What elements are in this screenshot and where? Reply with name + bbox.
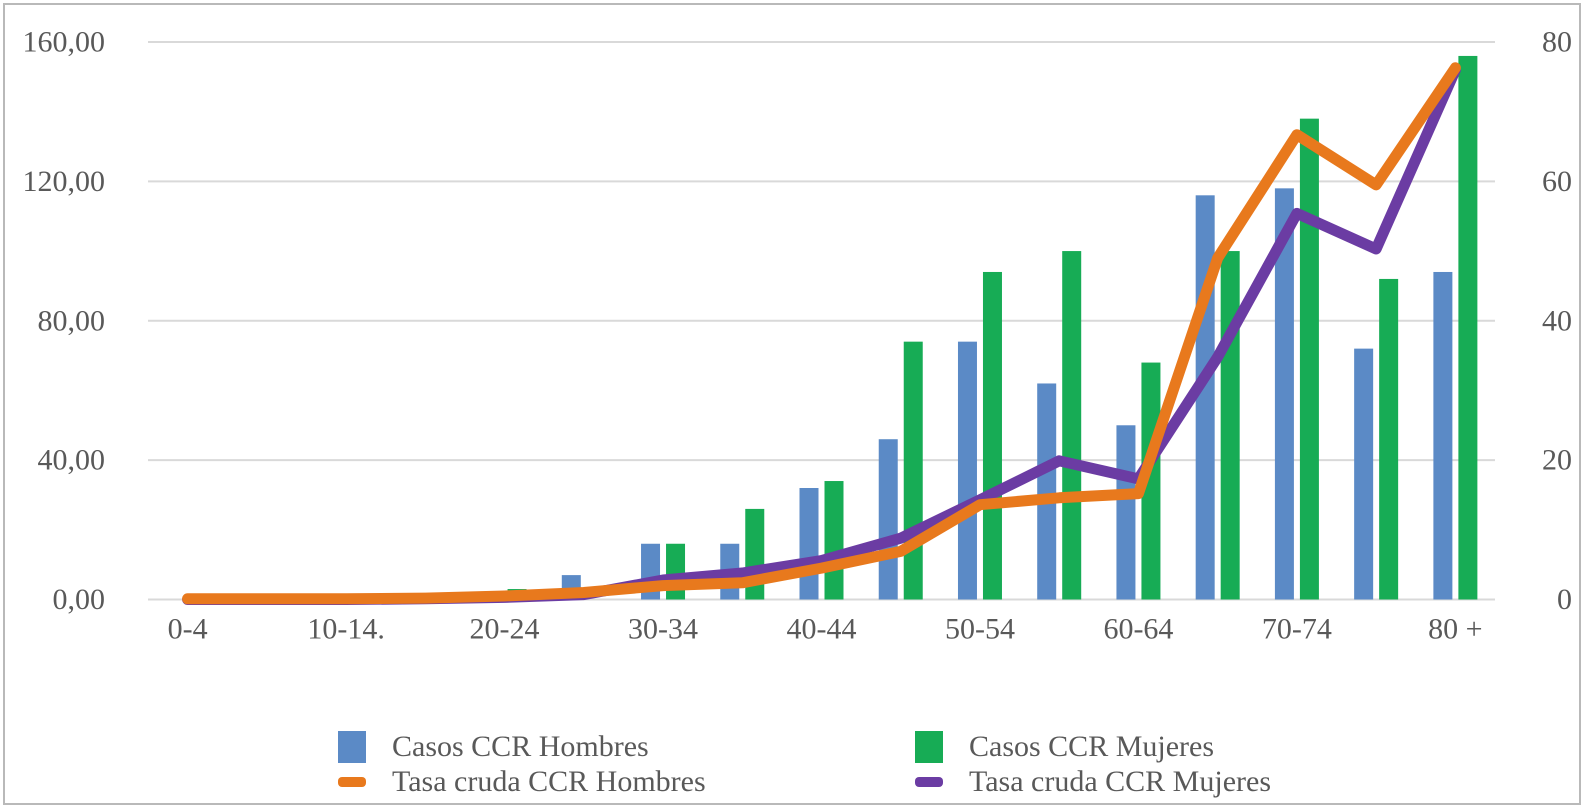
bar-casos-mujeres <box>1379 278 1399 600</box>
left-axis-tick-label: 80,00 <box>38 304 106 337</box>
bar-casos-hombres <box>1274 188 1294 600</box>
bar-casos-mujeres <box>824 481 844 600</box>
bar-casos-hombres <box>1195 195 1215 600</box>
bar-casos-hombres <box>1354 348 1374 600</box>
line-tasa-cruda-hombres <box>182 62 1461 605</box>
x-axis-tick-label: 10-14. <box>307 613 385 646</box>
left-axis-tick-label: 0,00 <box>53 583 106 616</box>
right-axis-tick-label: 20 <box>1542 444 1572 477</box>
line-tasa-cruda-mujeres <box>182 64 1461 605</box>
x-axis-tick-label: 50-54 <box>945 613 1015 646</box>
bar-casos-hombres <box>957 341 977 600</box>
x-axis-tick-label: 80 + <box>1428 613 1482 646</box>
bar-casos-hombres <box>799 488 819 600</box>
chart-frame <box>3 3 1581 805</box>
bar-casos-mujeres <box>1458 55 1478 600</box>
bar-casos-mujeres <box>982 271 1002 600</box>
bar-casos-hombres <box>1037 383 1057 600</box>
left-axis-tick-label: 160,00 <box>23 26 106 59</box>
right-axis-tick-label: 80 <box>1542 26 1572 59</box>
bar-casos-mujeres <box>1141 362 1161 600</box>
x-axis-tick-label: 30-34 <box>628 613 698 646</box>
right-axis-tick-label: 40 <box>1542 304 1572 337</box>
bar-casos-mujeres <box>903 341 923 600</box>
bar-casos-hombres <box>1116 425 1136 600</box>
right-axis-tick-label: 60 <box>1542 165 1572 198</box>
right-axis-tick-label: 0 <box>1557 583 1572 616</box>
bar-casos-hombres <box>1433 271 1453 600</box>
bar-casos-hombres <box>878 439 898 600</box>
bar-casos-mujeres <box>666 543 686 600</box>
x-axis-tick-label: 40-44 <box>787 613 857 646</box>
x-axis-tick-label: 70-74 <box>1262 613 1332 646</box>
left-axis-tick-label: 40,00 <box>38 444 106 477</box>
x-axis-tick-label: 60-64 <box>1103 613 1173 646</box>
x-axis-tick-label: 0-4 <box>168 613 208 646</box>
bar-casos-mujeres <box>1299 118 1319 600</box>
bar-casos-mujeres <box>1220 251 1240 600</box>
left-axis-tick-label: 120,00 <box>23 165 106 198</box>
x-axis-tick-label: 20-24 <box>470 613 540 646</box>
bar-casos-mujeres <box>1062 251 1082 600</box>
